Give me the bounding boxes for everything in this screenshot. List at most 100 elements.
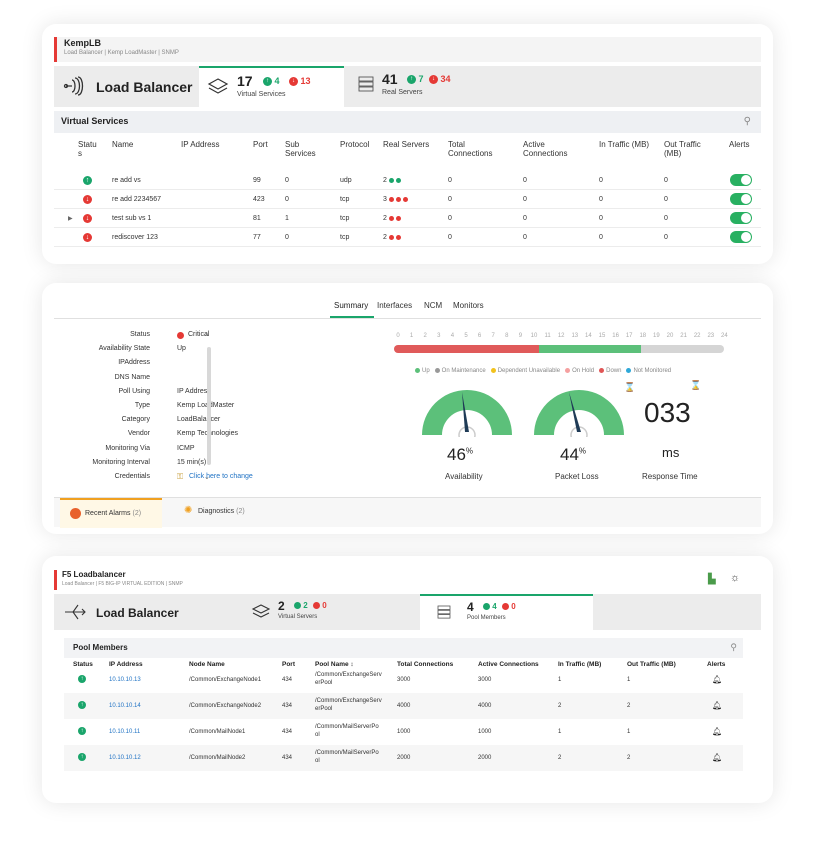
pool-name-line-2: ol bbox=[315, 758, 320, 764]
cell-active-connections: 0 bbox=[523, 177, 527, 184]
hour-label: 0 bbox=[396, 333, 400, 339]
legend-label: Dependent Unavailable bbox=[497, 368, 561, 374]
layers-icon bbox=[251, 604, 271, 625]
tab-interfaces[interactable]: Interfaces bbox=[377, 301, 413, 310]
property-value: IP Address bbox=[177, 387, 211, 395]
status-up-icon: ↑ bbox=[78, 675, 86, 683]
bell-icon[interactable]: 🔔︎ bbox=[712, 701, 723, 710]
alert-toggle[interactable] bbox=[730, 231, 752, 243]
col-sub-services[interactable]: Sub Services bbox=[285, 140, 316, 158]
col-total-connections[interactable]: Total Connections bbox=[448, 140, 493, 158]
cell-pool-name: /Common/ExchangeServ erPool bbox=[315, 697, 382, 713]
col-protocol[interactable]: Protocol bbox=[340, 140, 370, 149]
cell-ip-link[interactable]: 10.10.10.13 bbox=[109, 677, 141, 683]
cell-ip-link[interactable]: 10.10.10.12 bbox=[109, 755, 141, 761]
device-title[interactable]: F5 Loadbalancer bbox=[62, 570, 126, 579]
cell-protocol: tcp bbox=[340, 215, 350, 222]
hourglass-icon: ⌛ bbox=[624, 382, 636, 392]
device-title[interactable]: KempLB bbox=[64, 38, 102, 48]
scroll-thumb[interactable] bbox=[207, 347, 211, 465]
scroll-up-icon[interactable]: ⌃ bbox=[204, 334, 210, 341]
col-alerts[interactable]: Alerts bbox=[729, 140, 750, 149]
hourglass-icon: ⌛ bbox=[690, 380, 702, 390]
col-in-traffic[interactable]: In Traffic (MB) bbox=[599, 140, 650, 149]
alert-settings-icon[interactable]: ☼ bbox=[730, 572, 741, 584]
pool-members-down: 0 bbox=[502, 602, 516, 611]
tab-ncm[interactable]: NCM bbox=[424, 301, 443, 310]
search-icon[interactable]: ⚲ bbox=[743, 116, 751, 127]
virtual-services-label: Virtual Services bbox=[237, 91, 286, 98]
hour-label: 1 bbox=[409, 333, 414, 339]
col-ip[interactable]: IP Address bbox=[109, 661, 143, 668]
change-credentials-link[interactable]: Click here to change bbox=[189, 473, 253, 480]
cell-total-connections: 0 bbox=[448, 196, 452, 203]
cell-name[interactable]: re add vs bbox=[112, 177, 141, 184]
col-out-traffic[interactable]: Out Traffic (MB) bbox=[664, 140, 701, 158]
col-out-traffic[interactable]: Out Traffic (MB) bbox=[627, 661, 676, 668]
expand-icon[interactable]: ▶ bbox=[68, 216, 73, 222]
cell-sub-services: 0 bbox=[285, 177, 289, 184]
bell-icon[interactable]: 🔔︎ bbox=[712, 727, 723, 736]
real-server-status-dot bbox=[388, 234, 394, 240]
search-icon[interactable]: ⚲ bbox=[730, 642, 737, 652]
alert-toggle[interactable] bbox=[730, 174, 752, 186]
cell-name[interactable]: rediscover 123 bbox=[112, 234, 158, 241]
tab-pool-members[interactable]: 4 4 0 Pool Members bbox=[420, 594, 593, 630]
status-down-icon: ↓ bbox=[83, 195, 92, 204]
chart-icon[interactable]: ▙ bbox=[708, 574, 716, 585]
cell-ip-link[interactable]: 10.10.10.11 bbox=[109, 729, 141, 735]
col-name[interactable]: Name bbox=[112, 140, 134, 149]
up-arrow-icon: ↑ bbox=[263, 77, 272, 87]
cell-name[interactable]: test sub vs 1 bbox=[112, 215, 152, 222]
availability-legend: Up On Maintenance Dependent Unavailable On … bbox=[415, 359, 676, 377]
col-in-traffic[interactable]: In Traffic (MB) bbox=[558, 661, 602, 668]
col-total-connections[interactable]: Total Connections bbox=[397, 661, 454, 668]
bell-icon[interactable]: 🔔︎ bbox=[712, 675, 723, 684]
col-node-name[interactable]: Node Name bbox=[189, 661, 225, 668]
property-label: Monitoring Interval bbox=[92, 458, 150, 466]
cell-name[interactable]: re add 2234567 bbox=[112, 196, 162, 203]
tab-monitors[interactable]: Monitors bbox=[453, 301, 484, 310]
sort-icon[interactable]: ↕ bbox=[350, 661, 354, 668]
col-ip[interactable]: IP Address bbox=[181, 140, 220, 149]
pool-name-line-2: erPool bbox=[315, 706, 333, 712]
real-servers-up: ↑ 7 bbox=[407, 74, 424, 85]
col-active-connections[interactable]: Active Connections bbox=[523, 140, 568, 158]
col-port[interactable]: Port bbox=[282, 661, 295, 668]
up-arrow-icon bbox=[483, 603, 490, 611]
cell-in-traffic: 0 bbox=[599, 196, 603, 203]
cell-total-connections: 0 bbox=[448, 215, 452, 222]
legend-label: Up bbox=[422, 368, 430, 374]
scroll-down-icon[interactable]: ⌄ bbox=[204, 474, 210, 481]
col-pool-name[interactable]: Pool Name ↕ bbox=[315, 661, 354, 668]
pool-members-header: Pool Members ⚲ bbox=[64, 638, 743, 658]
cell-sub-services: 1 bbox=[285, 215, 289, 222]
col-status[interactable]: Status bbox=[73, 661, 93, 668]
alert-toggle[interactable] bbox=[730, 212, 752, 224]
real-server-status-dot bbox=[395, 215, 401, 221]
alert-toggle[interactable] bbox=[730, 193, 752, 205]
col-port[interactable]: Port bbox=[253, 140, 268, 149]
status-up-icon: ↑ bbox=[78, 727, 86, 735]
tab-virtual-servers[interactable]: 2 2 0 Virtual Servers bbox=[239, 594, 419, 630]
tab-real-servers[interactable]: 41 ↑ 7 ↓ 34 Real Servers bbox=[344, 66, 489, 107]
property-label: Category bbox=[121, 416, 150, 424]
properties-scrollbar[interactable]: ⌃ ⌄ bbox=[204, 333, 212, 483]
col-active-connections[interactable]: Active Connections bbox=[478, 661, 539, 668]
cell-port: 434 bbox=[282, 755, 293, 761]
bell-icon[interactable]: 🔔︎ bbox=[712, 753, 723, 762]
cell-ip-link[interactable]: 10.10.10.14 bbox=[109, 703, 141, 709]
hour-label: 14 bbox=[585, 333, 592, 339]
tab-diagnostics[interactable]: ✺ Diagnostics (2) bbox=[184, 505, 245, 516]
tab-virtual-services[interactable]: 17 ↑ 4 ↓ 13 Virtual Services bbox=[199, 66, 344, 107]
pool-name-line-1: /Common/ExchangeServ bbox=[315, 672, 382, 678]
col-real-servers[interactable]: Real Servers bbox=[383, 140, 430, 149]
property-value: ICMP bbox=[177, 444, 195, 452]
col-alerts[interactable]: Alerts bbox=[707, 661, 726, 668]
virtual-servers-count: 2 bbox=[278, 599, 285, 613]
row-divider bbox=[54, 189, 761, 190]
tab-summary[interactable]: Summary bbox=[334, 301, 369, 310]
virtual-services-header: Virtual Services ⚲ bbox=[54, 111, 761, 133]
tab-recent-alarms[interactable]: Recent Alarms (2) bbox=[60, 498, 162, 528]
